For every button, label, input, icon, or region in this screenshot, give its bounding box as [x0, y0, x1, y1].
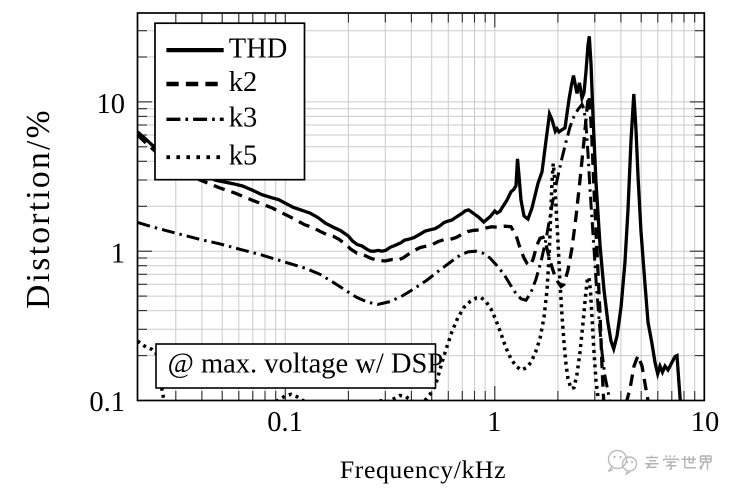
svg-text:k2: k2 [229, 67, 257, 98]
svg-text:0.1: 0.1 [89, 387, 125, 418]
svg-text:10: 10 [97, 89, 126, 120]
svg-text:1: 1 [111, 239, 125, 270]
svg-text:THD: THD [229, 33, 288, 64]
svg-text:k3: k3 [229, 103, 257, 134]
svg-text:Frequency/kHz: Frequency/kHz [340, 455, 506, 484]
svg-text:@ max. voltage w/ DSP: @ max. voltage w/ DSP [168, 349, 444, 380]
svg-text:k5: k5 [229, 140, 257, 171]
svg-text:10: 10 [691, 407, 720, 438]
svg-text:Distortion/%: Distortion/% [20, 108, 57, 309]
svg-text:1: 1 [487, 407, 501, 438]
svg-text:0.1: 0.1 [267, 407, 303, 438]
